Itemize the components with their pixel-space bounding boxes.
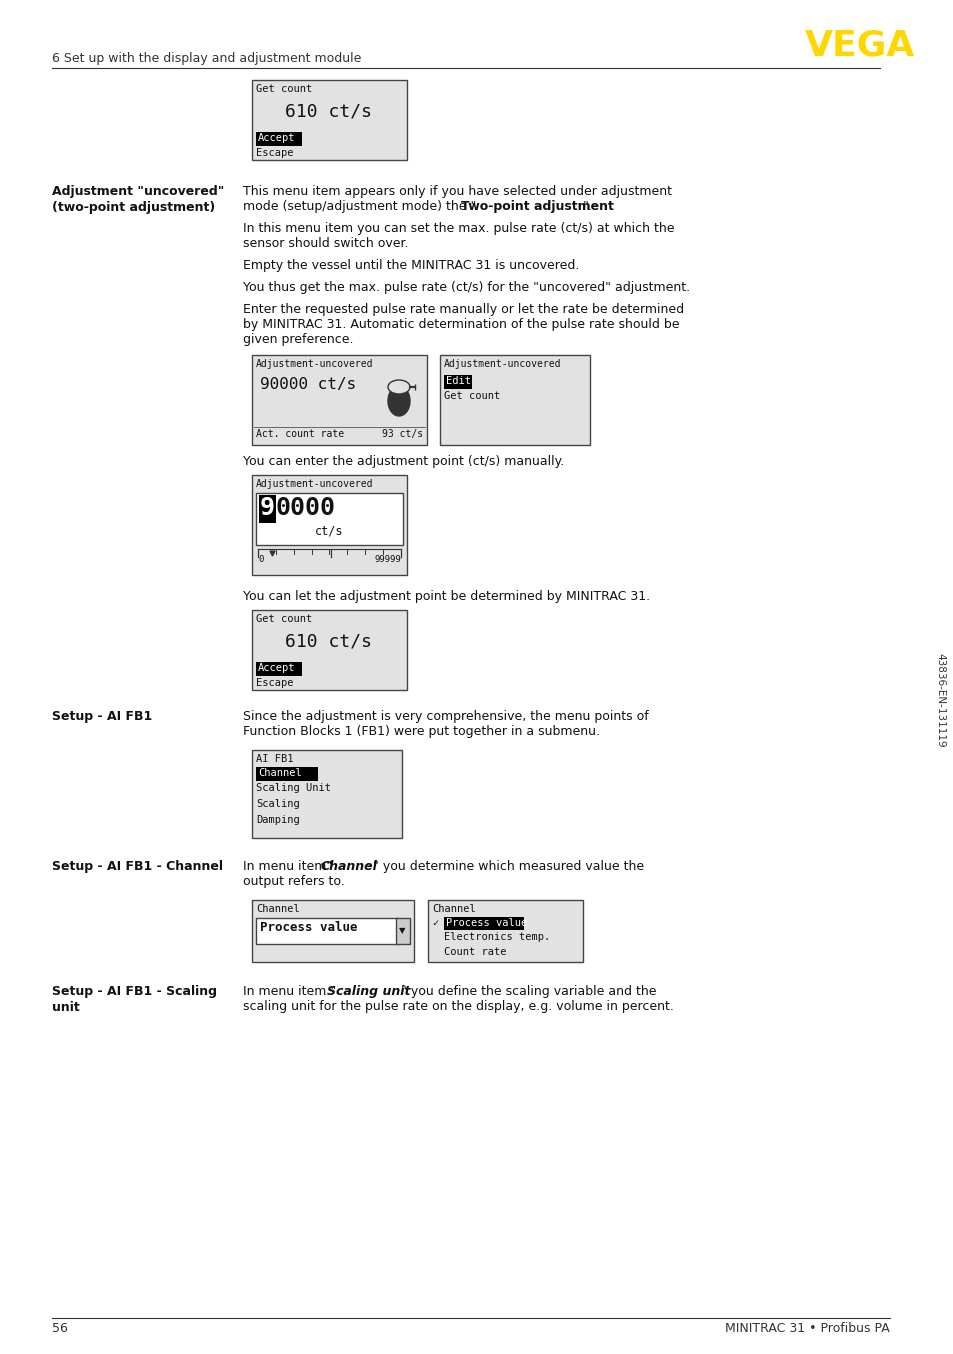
Text: Adjustment-uncovered: Adjustment-uncovered xyxy=(443,359,561,370)
Text: Get count: Get count xyxy=(255,84,312,93)
Text: AI FB1: AI FB1 xyxy=(255,754,294,764)
Bar xyxy=(255,918,397,944)
Text: 93 ct/s: 93 ct/s xyxy=(381,429,422,439)
Text: Process value: Process value xyxy=(260,921,357,934)
Bar xyxy=(255,493,402,546)
Text: given preference.: given preference. xyxy=(243,333,354,347)
Bar xyxy=(252,611,407,691)
Text: Adjustment "uncovered": Adjustment "uncovered" xyxy=(52,185,224,198)
Text: 56: 56 xyxy=(52,1322,68,1335)
Text: You can let the adjustment point be determined by MINITRAC 31.: You can let the adjustment point be dete… xyxy=(243,590,649,603)
Text: Setup - AI FB1 - Channel: Setup - AI FB1 - Channel xyxy=(52,860,223,873)
Ellipse shape xyxy=(388,380,410,394)
Text: Two-point adjustment: Two-point adjustment xyxy=(460,200,613,213)
Text: Empty the vessel until the MINITRAC 31 is uncovered.: Empty the vessel until the MINITRAC 31 i… xyxy=(243,259,578,272)
Text: 610 ct/s: 610 ct/s xyxy=(285,632,372,650)
Bar xyxy=(252,750,401,838)
Text: Process value: Process value xyxy=(446,918,527,927)
Text: by MINITRAC 31. Automatic determination of the pulse rate should be: by MINITRAC 31. Automatic determination … xyxy=(243,318,679,330)
Text: 0: 0 xyxy=(257,555,263,565)
Text: 0000: 0000 xyxy=(275,496,335,520)
Text: Setup - AI FB1: Setup - AI FB1 xyxy=(52,709,152,723)
Text: 43836-EN-131119: 43836-EN-131119 xyxy=(934,653,944,747)
Text: Edit: Edit xyxy=(446,376,471,386)
Bar xyxy=(255,131,302,146)
Bar xyxy=(395,918,410,944)
Text: unit: unit xyxy=(52,1001,80,1014)
Text: Get count: Get count xyxy=(255,613,312,624)
Text: output refers to.: output refers to. xyxy=(243,875,344,888)
Text: Adjustment-uncovered: Adjustment-uncovered xyxy=(255,359,374,370)
Text: Scaling: Scaling xyxy=(255,799,299,808)
Text: Since the adjustment is very comprehensive, the menu points of: Since the adjustment is very comprehensi… xyxy=(243,709,648,723)
Text: VEGA: VEGA xyxy=(803,28,914,62)
Text: Escape: Escape xyxy=(255,148,294,158)
Text: MINITRAC 31 • Profibus PA: MINITRAC 31 • Profibus PA xyxy=(724,1322,889,1335)
Text: scaling unit for the pulse rate on the display, e.g. volume in percent.: scaling unit for the pulse rate on the d… xyxy=(243,1001,673,1013)
Bar xyxy=(252,355,427,445)
Text: Channel: Channel xyxy=(320,860,377,873)
Text: 9: 9 xyxy=(260,496,274,520)
Text: 6 Set up with the display and adjustment module: 6 Set up with the display and adjustment… xyxy=(52,51,361,65)
Bar xyxy=(443,375,472,389)
Bar xyxy=(252,475,407,575)
Text: ".: ". xyxy=(582,200,592,213)
Text: " you define the scaling variable and the: " you define the scaling variable and th… xyxy=(400,984,656,998)
Text: (two-point adjustment): (two-point adjustment) xyxy=(52,200,215,214)
Text: You thus get the max. pulse rate (ct/s) for the "uncovered" adjustment.: You thus get the max. pulse rate (ct/s) … xyxy=(243,282,689,294)
Text: Channel: Channel xyxy=(432,904,476,914)
Text: mode (setup/adjustment mode) the ": mode (setup/adjustment mode) the " xyxy=(243,200,476,213)
Bar xyxy=(252,80,407,160)
Text: Electronics temp.: Electronics temp. xyxy=(443,932,550,942)
Text: Escape: Escape xyxy=(255,678,294,688)
Text: Channel: Channel xyxy=(257,768,301,779)
Text: This menu item appears only if you have selected under adjustment: This menu item appears only if you have … xyxy=(243,185,671,198)
Text: Setup - AI FB1 - Scaling: Setup - AI FB1 - Scaling xyxy=(52,984,216,998)
Text: 99999: 99999 xyxy=(374,555,400,565)
Text: Channel: Channel xyxy=(255,904,299,914)
Text: Enter the requested pulse rate manually or let the rate be determined: Enter the requested pulse rate manually … xyxy=(243,303,683,315)
Text: You can enter the adjustment point (ct/s) manually.: You can enter the adjustment point (ct/s… xyxy=(243,455,563,468)
Text: 610 ct/s: 610 ct/s xyxy=(285,102,372,121)
Text: Get count: Get count xyxy=(443,391,499,401)
Bar xyxy=(258,496,275,523)
Bar xyxy=(439,355,589,445)
Bar xyxy=(428,900,582,961)
Text: In this menu item you can set the max. pulse rate (ct/s) at which the: In this menu item you can set the max. p… xyxy=(243,222,674,236)
Text: In menu item": In menu item" xyxy=(243,860,332,873)
Text: ct/s: ct/s xyxy=(314,525,343,538)
Bar xyxy=(255,662,302,676)
Text: ✓: ✓ xyxy=(432,918,437,927)
Text: Scaling unit: Scaling unit xyxy=(327,984,410,998)
Bar xyxy=(443,917,523,930)
Text: Adjustment-uncovered: Adjustment-uncovered xyxy=(255,479,374,489)
Ellipse shape xyxy=(388,386,410,416)
Text: Scaling Unit: Scaling Unit xyxy=(255,783,331,793)
Text: Count rate: Count rate xyxy=(443,946,506,957)
Bar xyxy=(255,766,317,781)
Text: 90000 ct/s: 90000 ct/s xyxy=(260,376,355,393)
Text: Damping: Damping xyxy=(255,815,299,825)
Text: " you determine which measured value the: " you determine which measured value the xyxy=(373,860,643,873)
Text: Function Blocks 1 (FB1) were put together in a submenu.: Function Blocks 1 (FB1) were put togethe… xyxy=(243,724,599,738)
Text: sensor should switch over.: sensor should switch over. xyxy=(243,237,408,250)
Text: Act. count rate: Act. count rate xyxy=(255,429,344,439)
Text: Accept: Accept xyxy=(257,133,295,144)
Bar xyxy=(252,900,414,961)
Text: ▼: ▼ xyxy=(398,926,405,936)
Text: Accept: Accept xyxy=(257,663,295,673)
Text: In menu item ": In menu item " xyxy=(243,984,335,998)
